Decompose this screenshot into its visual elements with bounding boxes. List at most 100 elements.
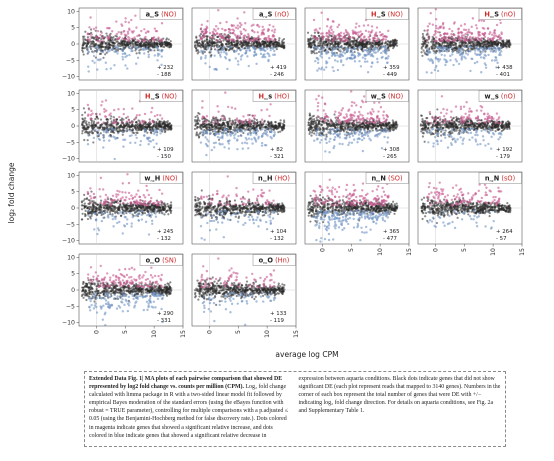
gene-point-down <box>345 46 348 50</box>
gene-point-ns <box>473 44 476 47</box>
gene-point-up <box>147 30 150 33</box>
gene-point-up <box>236 27 240 30</box>
gene-point-down <box>149 140 153 143</box>
gene-point-up <box>201 121 205 125</box>
gene-point-up <box>490 33 494 36</box>
gene-point-up <box>144 31 148 35</box>
gene-point-up <box>466 31 469 34</box>
gene-point-ns <box>110 44 113 47</box>
y-tick-label: 0 <box>71 41 75 48</box>
gene-point-down <box>332 48 336 51</box>
gene-point-ns <box>223 115 226 118</box>
gene-point-up <box>268 114 271 118</box>
gene-point-ns <box>94 56 98 59</box>
gene-point-up <box>97 40 100 43</box>
gene-point-up <box>96 121 100 125</box>
gene-point-ns <box>319 42 322 45</box>
gene-point-up <box>230 23 233 27</box>
gene-point-down <box>233 134 236 137</box>
gene-point-ns <box>466 43 469 46</box>
count-increase-label: + 232 <box>157 65 174 71</box>
gene-point-up <box>359 34 362 38</box>
gene-point-down <box>359 65 363 68</box>
gene-point-down <box>153 54 157 57</box>
gene-point-up <box>160 39 163 42</box>
gene-point-ns <box>234 119 237 122</box>
gene-point-down <box>466 53 470 56</box>
gene-point-up <box>493 34 496 37</box>
ma-panel: HncS (NO)+ 359- 449 <box>304 7 410 81</box>
gene-point-down <box>127 45 131 49</box>
gene-point-ns <box>224 119 227 122</box>
gene-point-up <box>235 35 238 38</box>
gene-point-ns <box>81 117 84 120</box>
gene-point-up <box>243 34 247 37</box>
gene-point-up <box>446 39 450 43</box>
gene-point-ns <box>308 130 312 134</box>
gene-point-down <box>256 129 260 133</box>
gene-point-up <box>448 35 451 38</box>
gene-point-up <box>261 31 264 34</box>
gene-point-down <box>254 138 257 142</box>
gene-point-ns <box>197 134 200 137</box>
gene-point-ns <box>87 121 91 124</box>
gene-point-ns <box>224 125 227 128</box>
gene-point-down <box>362 49 365 52</box>
gene-point-ns <box>261 123 264 127</box>
gene-point-ns <box>126 41 130 44</box>
gene-point-up <box>444 37 447 41</box>
gene-point-down <box>108 139 111 142</box>
gene-point-down <box>375 47 378 50</box>
gene-point-down <box>257 137 260 140</box>
gene-point-up <box>446 32 449 35</box>
gene-point-ns <box>307 38 310 42</box>
gene-point-up <box>427 36 431 40</box>
gene-point-ns <box>212 128 215 131</box>
gene-point-ns <box>333 113 336 116</box>
gene-point-down <box>441 49 444 53</box>
gene-point-ns <box>387 46 390 49</box>
gene-point-up <box>160 117 164 120</box>
gene-point-ns <box>90 45 94 48</box>
gene-point-down <box>433 68 437 72</box>
gene-point-down <box>159 132 162 135</box>
gene-point-down <box>139 143 142 147</box>
gene-point-down <box>150 49 153 52</box>
gene-point-ns <box>139 37 142 40</box>
gene-point-ns <box>271 123 274 126</box>
gene-point-down <box>316 69 319 72</box>
gene-point-down <box>246 55 249 58</box>
gene-point-ns <box>421 32 424 36</box>
gene-point-down <box>319 54 322 57</box>
gene-point-up <box>104 115 108 118</box>
gene-point-ns <box>278 37 281 40</box>
gene-point-down <box>235 139 239 142</box>
gene-point-up <box>103 110 106 114</box>
gene-point-down <box>155 142 158 145</box>
gene-point-down <box>147 53 151 56</box>
gene-point-up <box>114 121 118 124</box>
gene-point-down <box>209 128 212 131</box>
gene-point-ns <box>81 132 84 135</box>
gene-point-ns <box>277 122 280 125</box>
gene-point-ns <box>224 49 227 52</box>
gene-point-down <box>433 51 436 55</box>
gene-point-up <box>336 37 340 40</box>
gene-point-up <box>442 27 445 30</box>
ma-panel: Hncs (HO)+ 82- 321 <box>191 89 297 163</box>
gene-point-up <box>231 39 235 42</box>
gene-point-down <box>450 47 454 50</box>
gene-point-down <box>434 56 438 59</box>
gene-point-up <box>434 8 438 11</box>
gene-point-down <box>205 131 209 134</box>
gene-point-ns <box>467 48 470 51</box>
gene-point-down <box>438 49 442 53</box>
gene-point-down <box>261 134 264 138</box>
count-increase-label: + 82 <box>270 147 283 153</box>
gene-point-down <box>143 46 146 49</box>
gene-point-up <box>443 32 446 36</box>
gene-point-ns <box>92 126 96 129</box>
gene-point-down <box>121 55 124 59</box>
gene-point-ns <box>115 127 118 131</box>
gene-point-down <box>121 49 125 52</box>
